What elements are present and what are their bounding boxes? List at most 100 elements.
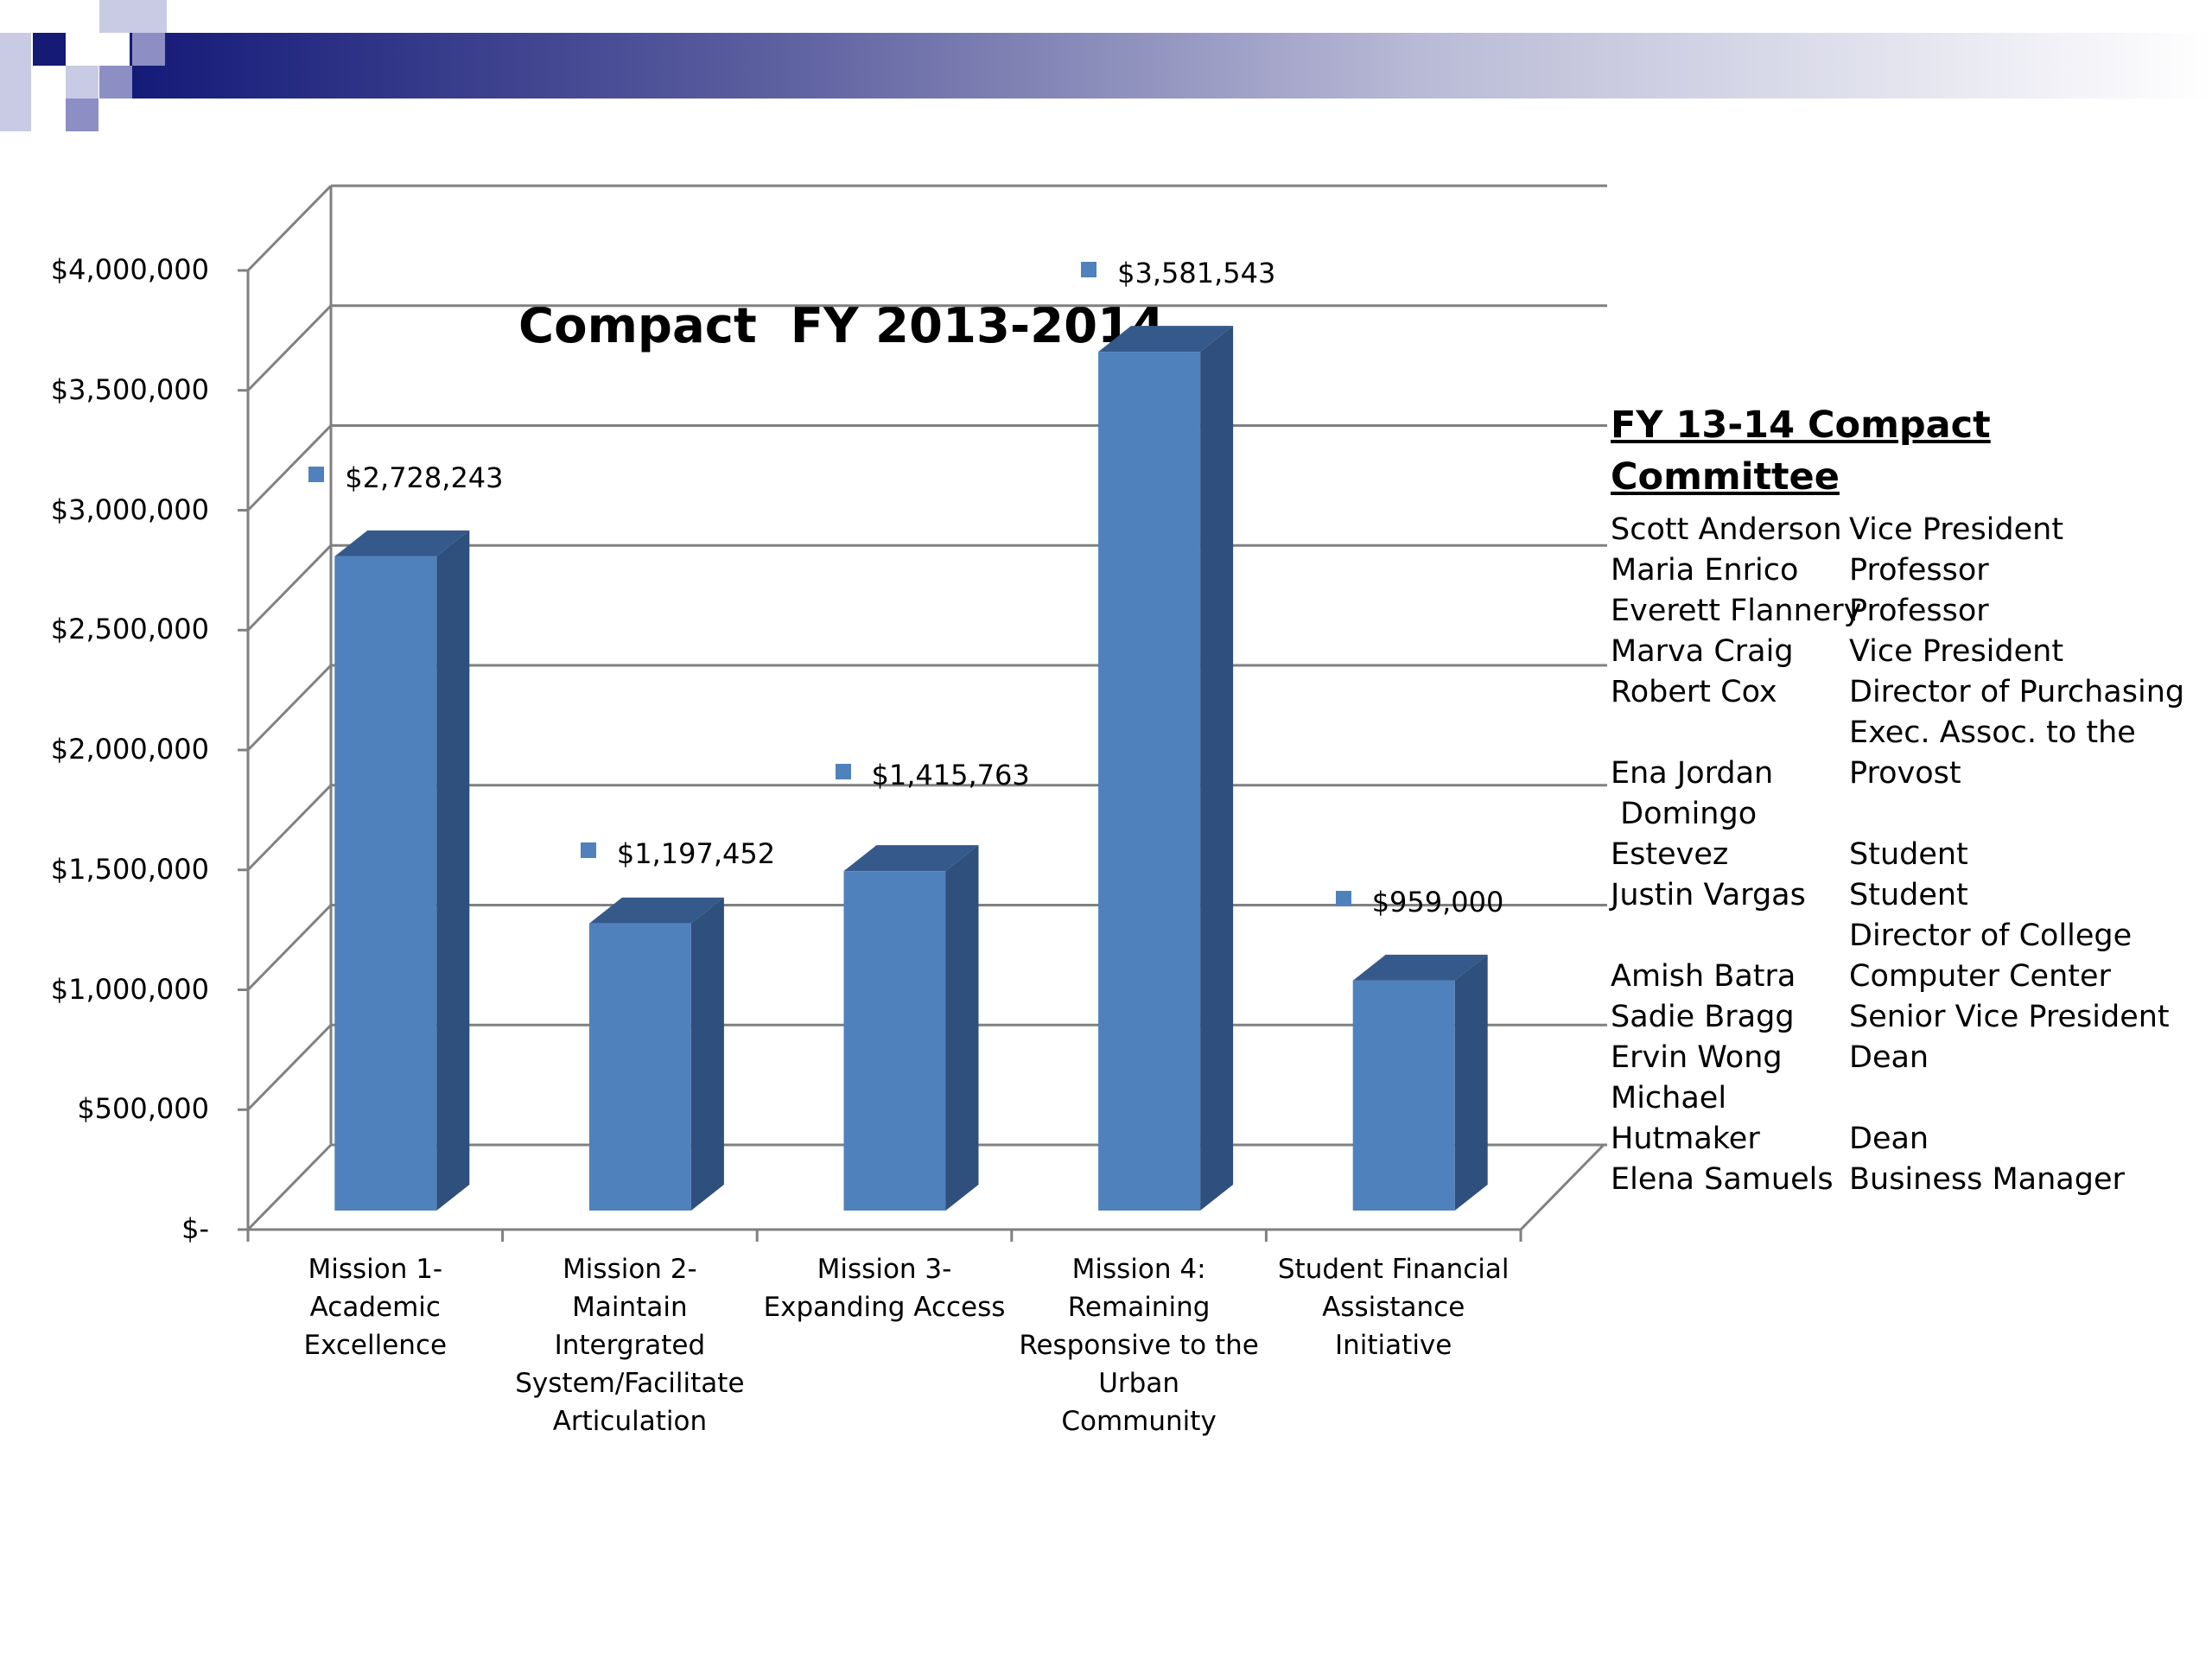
data-label-marker — [1081, 262, 1097, 278]
data-label-marker — [835, 764, 851, 780]
committee-member-role: Director of Purchasing — [1849, 675, 2185, 709]
bar-top — [334, 530, 470, 556]
gridline-side — [246, 904, 333, 991]
x-category-label-line: Articulation — [552, 1406, 708, 1437]
data-label-text: $959,000 — [1371, 885, 1504, 918]
x-category-label-line: Initiative — [1335, 1330, 1452, 1361]
committee-member-row: Amish Batra Computer Center — [1611, 957, 2207, 997]
committee-member-role: Student — [1849, 837, 1968, 872]
committee-member-role — [1849, 794, 2207, 835]
bar-side — [1200, 326, 1234, 1211]
committee-member-name: Hutmaker — [1611, 1122, 1760, 1156]
committee-member-name: Everett Flannery — [1611, 594, 1862, 628]
banner-gradient-bar — [130, 33, 2212, 99]
data-label-text: $3,581,543 — [1117, 257, 1276, 290]
data-label: $1,415,763 — [835, 759, 1030, 792]
committee-member-name: Domingo — [1611, 797, 1758, 831]
committee-member-role: Senior Vice President — [1849, 1000, 2170, 1034]
data-label-text: $1,415,763 — [871, 759, 1030, 792]
committee-member-name: Robert Cox — [1611, 675, 1777, 709]
x-category-label-line: Mission 3- — [817, 1254, 952, 1285]
gridline-side — [246, 1143, 333, 1231]
header-banner — [0, 0, 2212, 138]
data-label: $3,581,543 — [1081, 257, 1275, 289]
gridline-side — [246, 784, 333, 871]
committee-member-row: Domingo — [1611, 794, 2207, 835]
x-category-label: Mission 4: Remaining Responsive to the Urba… — [1018, 1250, 1260, 1440]
bar-top — [843, 845, 979, 872]
bar-top — [588, 897, 724, 924]
committee-member-row: Estevez Student — [1611, 835, 2207, 875]
committee-member-row: Exec. Assoc. to the — [1611, 713, 2207, 753]
y-tick-label: $3,500,000 — [50, 372, 209, 406]
committee-member-role: Business Manager — [1849, 1162, 2125, 1197]
committee-member-role: Provost — [1849, 756, 1961, 791]
gridline-side — [246, 304, 333, 391]
y-tick-label: $3,000,000 — [50, 493, 209, 526]
bar — [1098, 352, 1201, 1211]
committee-title: FY 13-14 Compact Committee — [1611, 404, 1991, 499]
bar-side — [1454, 954, 1488, 1211]
gridline-side — [246, 1024, 333, 1111]
committee-member-name: Elena Samuels — [1611, 1162, 1834, 1197]
data-label: $959,000 — [1335, 885, 1504, 918]
bar — [843, 871, 946, 1211]
y-tick-label: $4,000,000 — [50, 253, 209, 286]
data-label: $2,728,243 — [308, 461, 504, 494]
committee-member-row: Robert Cox Director of Purchasing — [1611, 672, 2207, 713]
y-tick-label: $1,000,000 — [50, 972, 209, 1006]
data-label: $1,197,452 — [580, 837, 775, 870]
committee-member-row: Marva Craig Vice President — [1611, 632, 2207, 672]
bar-side — [945, 845, 979, 1211]
committee-member-role: Vice President — [1849, 634, 2064, 669]
banner-square-light-b — [66, 66, 99, 99]
committee-member-role: Computer Center — [1849, 959, 2111, 994]
banner-square-mid-a — [132, 33, 165, 66]
x-category-label-line: Academic — [309, 1292, 441, 1323]
y-tick-label: $1,500,000 — [50, 852, 209, 886]
x-category-label-line: Assistance — [1322, 1292, 1465, 1323]
committee-member-name: Scott Anderson — [1611, 512, 1842, 547]
committee-member-role: Professor — [1849, 553, 1989, 588]
banner-square-light-c — [99, 66, 132, 99]
committee-member-role: Dean — [1849, 1122, 1929, 1156]
committee-member-name: Michael — [1611, 1081, 1727, 1116]
x-category-label-line: Remaining — [1067, 1292, 1211, 1323]
x-category-label-line: System/Facilitate — [515, 1368, 745, 1399]
committee-member-name: Sadie Bragg — [1611, 1000, 1795, 1034]
x-category-label: Mission 3- Expanding Access — [764, 1250, 1006, 1326]
committee-member-role: Professor — [1849, 594, 1989, 628]
committee-member-row: Elena Samuels Business Manager — [1611, 1160, 2207, 1200]
committee-member-role: Dean — [1849, 1040, 1929, 1075]
committee-member-row: Ervin Wong Dean — [1611, 1038, 2207, 1078]
x-category-label: Mission 2- Maintain Intergrated System/Faci… — [509, 1250, 751, 1440]
x-category-label-line: Mission 1- — [308, 1254, 443, 1285]
y-tick-label: $500,000 — [77, 1092, 209, 1126]
committee-member-role: Director of College — [1849, 918, 2133, 953]
bar-top — [1352, 954, 1488, 981]
committee-member-row: Hutmaker Dean — [1611, 1119, 2207, 1160]
banner-square-light-top — [99, 0, 167, 33]
bar-top — [1098, 326, 1234, 353]
committee-member-name: Ena Jordan — [1611, 756, 1774, 791]
bar — [1352, 980, 1455, 1211]
committee-member-name: Amish Batra — [1611, 959, 1796, 994]
committee-member-name: Estevez — [1611, 837, 1729, 872]
x-category-label: Student Financial Assistance Initiative — [1273, 1250, 1515, 1364]
committee-member-row: Scott Anderson Vice President — [1611, 510, 2207, 550]
x-category-label-line: Maintain — [572, 1292, 688, 1323]
committee-member-name — [1611, 713, 1849, 753]
x-category-label-line: Responsive to the — [1019, 1330, 1259, 1361]
committee-member-row: Director of College — [1611, 916, 2207, 957]
bar — [334, 556, 437, 1211]
x-category-label: Mission 1- Academic Excellence — [254, 1250, 496, 1364]
x-category-label-line: Student Financial — [1277, 1254, 1510, 1285]
chart-title: Compact FY 2013-2014 — [518, 298, 1166, 354]
y-tick-label: $2,000,000 — [50, 733, 209, 766]
gridline-side — [246, 664, 333, 752]
banner-square-dark — [33, 33, 66, 66]
committee-member-row: Ena Jordan Provost — [1611, 753, 2207, 794]
x-category-label-line: Mission 2- — [563, 1254, 697, 1285]
y-tick-label: $2,500,000 — [50, 613, 209, 646]
